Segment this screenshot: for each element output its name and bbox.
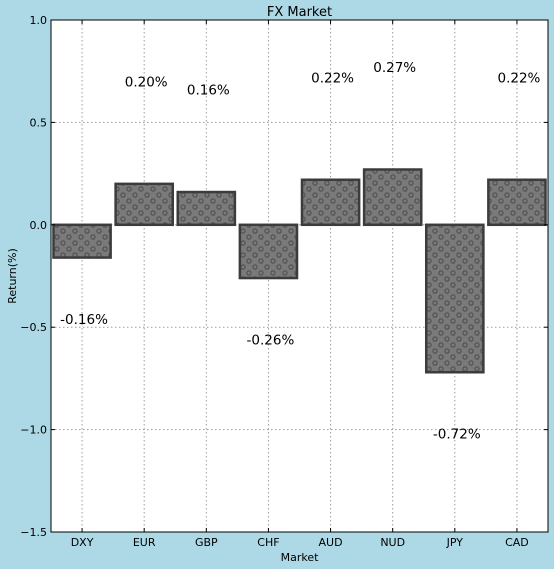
data-label-nud: 0.27% bbox=[373, 60, 416, 76]
chart-title: FX Market bbox=[267, 5, 332, 20]
y-tick-label: 0.0 bbox=[30, 219, 48, 232]
x-tick-label-cad: CAD bbox=[505, 536, 529, 549]
data-label-dxy: -0.16% bbox=[60, 312, 108, 328]
bars bbox=[52, 168, 547, 374]
bar-eur bbox=[114, 182, 175, 227]
y-axis-title: Return(%) bbox=[6, 248, 19, 304]
x-tick-label-eur: EUR bbox=[133, 536, 156, 549]
bar-aud bbox=[300, 178, 361, 227]
x-tick-label-jpy: JPY bbox=[446, 536, 464, 549]
data-label-chf: -0.26% bbox=[247, 332, 295, 348]
bar-nud bbox=[362, 168, 423, 227]
x-tick-label-dxy: DXY bbox=[71, 536, 94, 549]
data-label-aud: 0.22% bbox=[311, 70, 354, 86]
data-labels: -0.16% 0.20% 0.16% -0.26% 0.22% 0.27% -0.72% 0.… bbox=[60, 60, 540, 443]
bar-cad bbox=[487, 178, 547, 227]
axis-ticks: 1.0 0.5 0.0 −0.5 −1.0 −1.5 DXY EUR GBP CHF AUD NUD J… bbox=[20, 14, 548, 549]
bar-chf bbox=[238, 223, 299, 280]
x-tick-label-chf: CHF bbox=[257, 536, 279, 549]
data-label-jpy: -0.72% bbox=[433, 427, 481, 443]
x-tick-label-gbp: GBP bbox=[195, 536, 218, 549]
bar-dxy bbox=[52, 223, 112, 259]
y-tick-label: −1.5 bbox=[20, 526, 47, 539]
plot-frame bbox=[50, 19, 549, 533]
x-tick-label-aud: AUD bbox=[319, 536, 343, 549]
x-tick-label-nud: NUD bbox=[380, 536, 405, 549]
y-tick-label: −1.0 bbox=[20, 424, 47, 437]
bar-jpy bbox=[424, 223, 485, 374]
x-axis-title: Market bbox=[281, 551, 319, 564]
data-label-eur: 0.20% bbox=[125, 74, 168, 90]
y-tick-label: 1.0 bbox=[30, 14, 48, 27]
bar-gbp bbox=[176, 190, 237, 227]
data-label-cad: 0.22% bbox=[497, 70, 540, 86]
y-tick-label: 0.5 bbox=[30, 116, 48, 129]
y-tick-label: −0.5 bbox=[20, 321, 47, 334]
data-label-gbp: 0.16% bbox=[187, 83, 230, 99]
